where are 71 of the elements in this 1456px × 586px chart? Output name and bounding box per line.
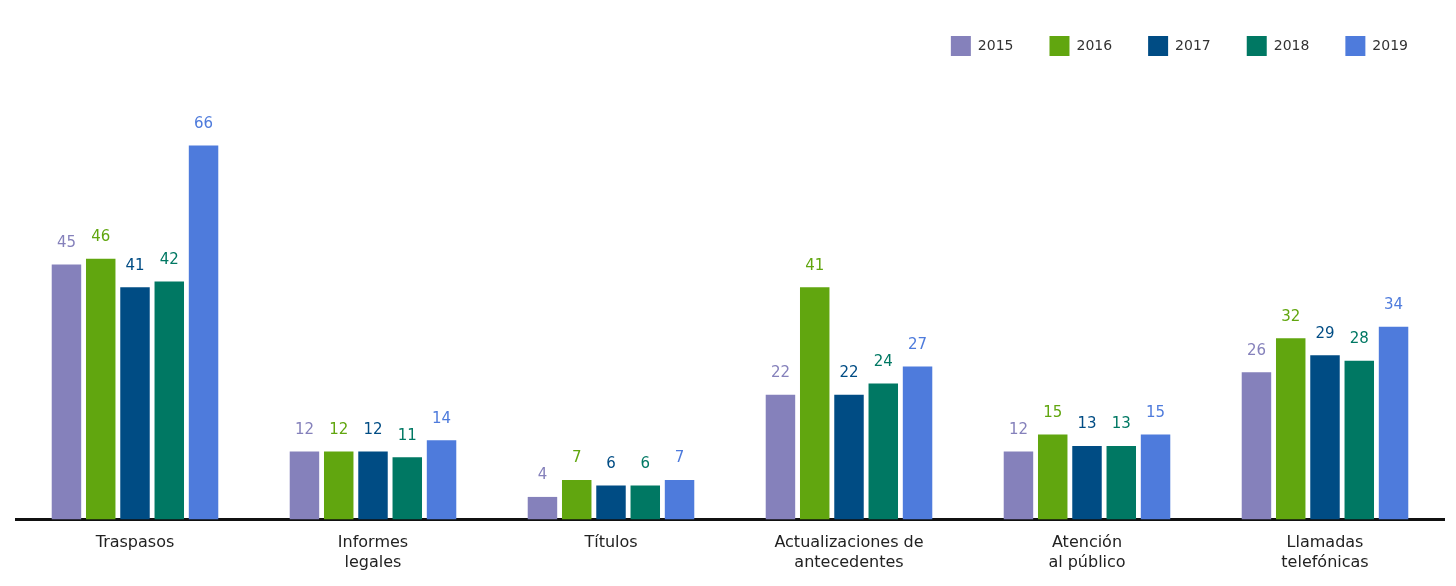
bar bbox=[1037, 434, 1068, 520]
data-label: 41 bbox=[805, 255, 825, 274]
data-label: 28 bbox=[1349, 329, 1369, 348]
data-label: 24 bbox=[873, 351, 893, 370]
bar bbox=[596, 485, 626, 520]
data-label: 45 bbox=[56, 232, 76, 251]
x-tick-label: Informes legales bbox=[337, 532, 409, 571]
data-label: 22 bbox=[839, 363, 859, 382]
bar bbox=[630, 485, 661, 520]
bar bbox=[154, 281, 185, 520]
bar bbox=[868, 383, 899, 520]
x-tick-label: Traspasos bbox=[94, 532, 175, 552]
legend-label: 2019 bbox=[1372, 36, 1409, 53]
data-label: 7 bbox=[674, 448, 685, 467]
data-label: 14 bbox=[432, 408, 452, 427]
data-label: 12 bbox=[329, 419, 349, 438]
data-label: 11 bbox=[397, 425, 417, 444]
data-label: 15 bbox=[1146, 402, 1166, 421]
data-label: 41 bbox=[125, 255, 145, 274]
data-label: 34 bbox=[1384, 295, 1404, 314]
bar bbox=[1310, 355, 1340, 520]
data-label: 13 bbox=[1111, 414, 1131, 433]
data-label: 42 bbox=[159, 249, 179, 268]
data-label: 22 bbox=[770, 363, 790, 382]
data-label: 6 bbox=[640, 453, 651, 472]
data-label: 29 bbox=[1315, 323, 1335, 342]
bar bbox=[1241, 372, 1272, 520]
bar bbox=[426, 440, 457, 520]
bar bbox=[527, 496, 558, 520]
x-tick-label: Actualizaciones de antecedentes bbox=[774, 532, 924, 571]
bar bbox=[834, 394, 864, 520]
data-label: 27 bbox=[908, 334, 928, 353]
legend-label: 2017 bbox=[1175, 36, 1211, 53]
bar bbox=[85, 258, 116, 520]
data-label: 46 bbox=[91, 227, 111, 246]
legend-label: 2016 bbox=[1076, 36, 1113, 53]
bar bbox=[765, 394, 796, 520]
x-tick-label: Títulos bbox=[583, 532, 638, 552]
bar bbox=[51, 264, 82, 520]
bar bbox=[1003, 451, 1034, 520]
data-label: 15 bbox=[1043, 402, 1063, 421]
bar bbox=[1106, 445, 1137, 520]
bar bbox=[1275, 338, 1306, 520]
data-label: 26 bbox=[1246, 340, 1266, 359]
bar bbox=[188, 145, 219, 520]
bar bbox=[561, 479, 592, 520]
data-label: 12 bbox=[1008, 419, 1028, 438]
data-label: 7 bbox=[571, 448, 582, 467]
x-tick-label: Atención al público bbox=[1048, 532, 1126, 571]
data-label: 6 bbox=[606, 453, 616, 472]
bar bbox=[120, 287, 150, 520]
bar bbox=[664, 479, 695, 520]
data-label: 32 bbox=[1281, 306, 1301, 325]
data-label: 13 bbox=[1077, 414, 1097, 433]
legend-label: 2018 bbox=[1273, 36, 1310, 53]
bar bbox=[1378, 326, 1409, 520]
data-label: 12 bbox=[363, 419, 383, 438]
bar bbox=[1344, 360, 1375, 520]
legend-label: 2015 bbox=[977, 36, 1014, 53]
bar bbox=[323, 451, 354, 520]
bar bbox=[1140, 434, 1171, 520]
bar bbox=[392, 457, 423, 520]
bar bbox=[358, 451, 388, 520]
bar bbox=[289, 451, 320, 520]
data-label: 12 bbox=[294, 419, 314, 438]
bar bbox=[902, 366, 933, 520]
bar bbox=[799, 287, 830, 520]
x-tick-label: Llamadas telefónicas bbox=[1281, 532, 1369, 571]
data-label: 4 bbox=[537, 465, 548, 484]
bar bbox=[1072, 445, 1102, 520]
data-label: 66 bbox=[194, 113, 214, 132]
